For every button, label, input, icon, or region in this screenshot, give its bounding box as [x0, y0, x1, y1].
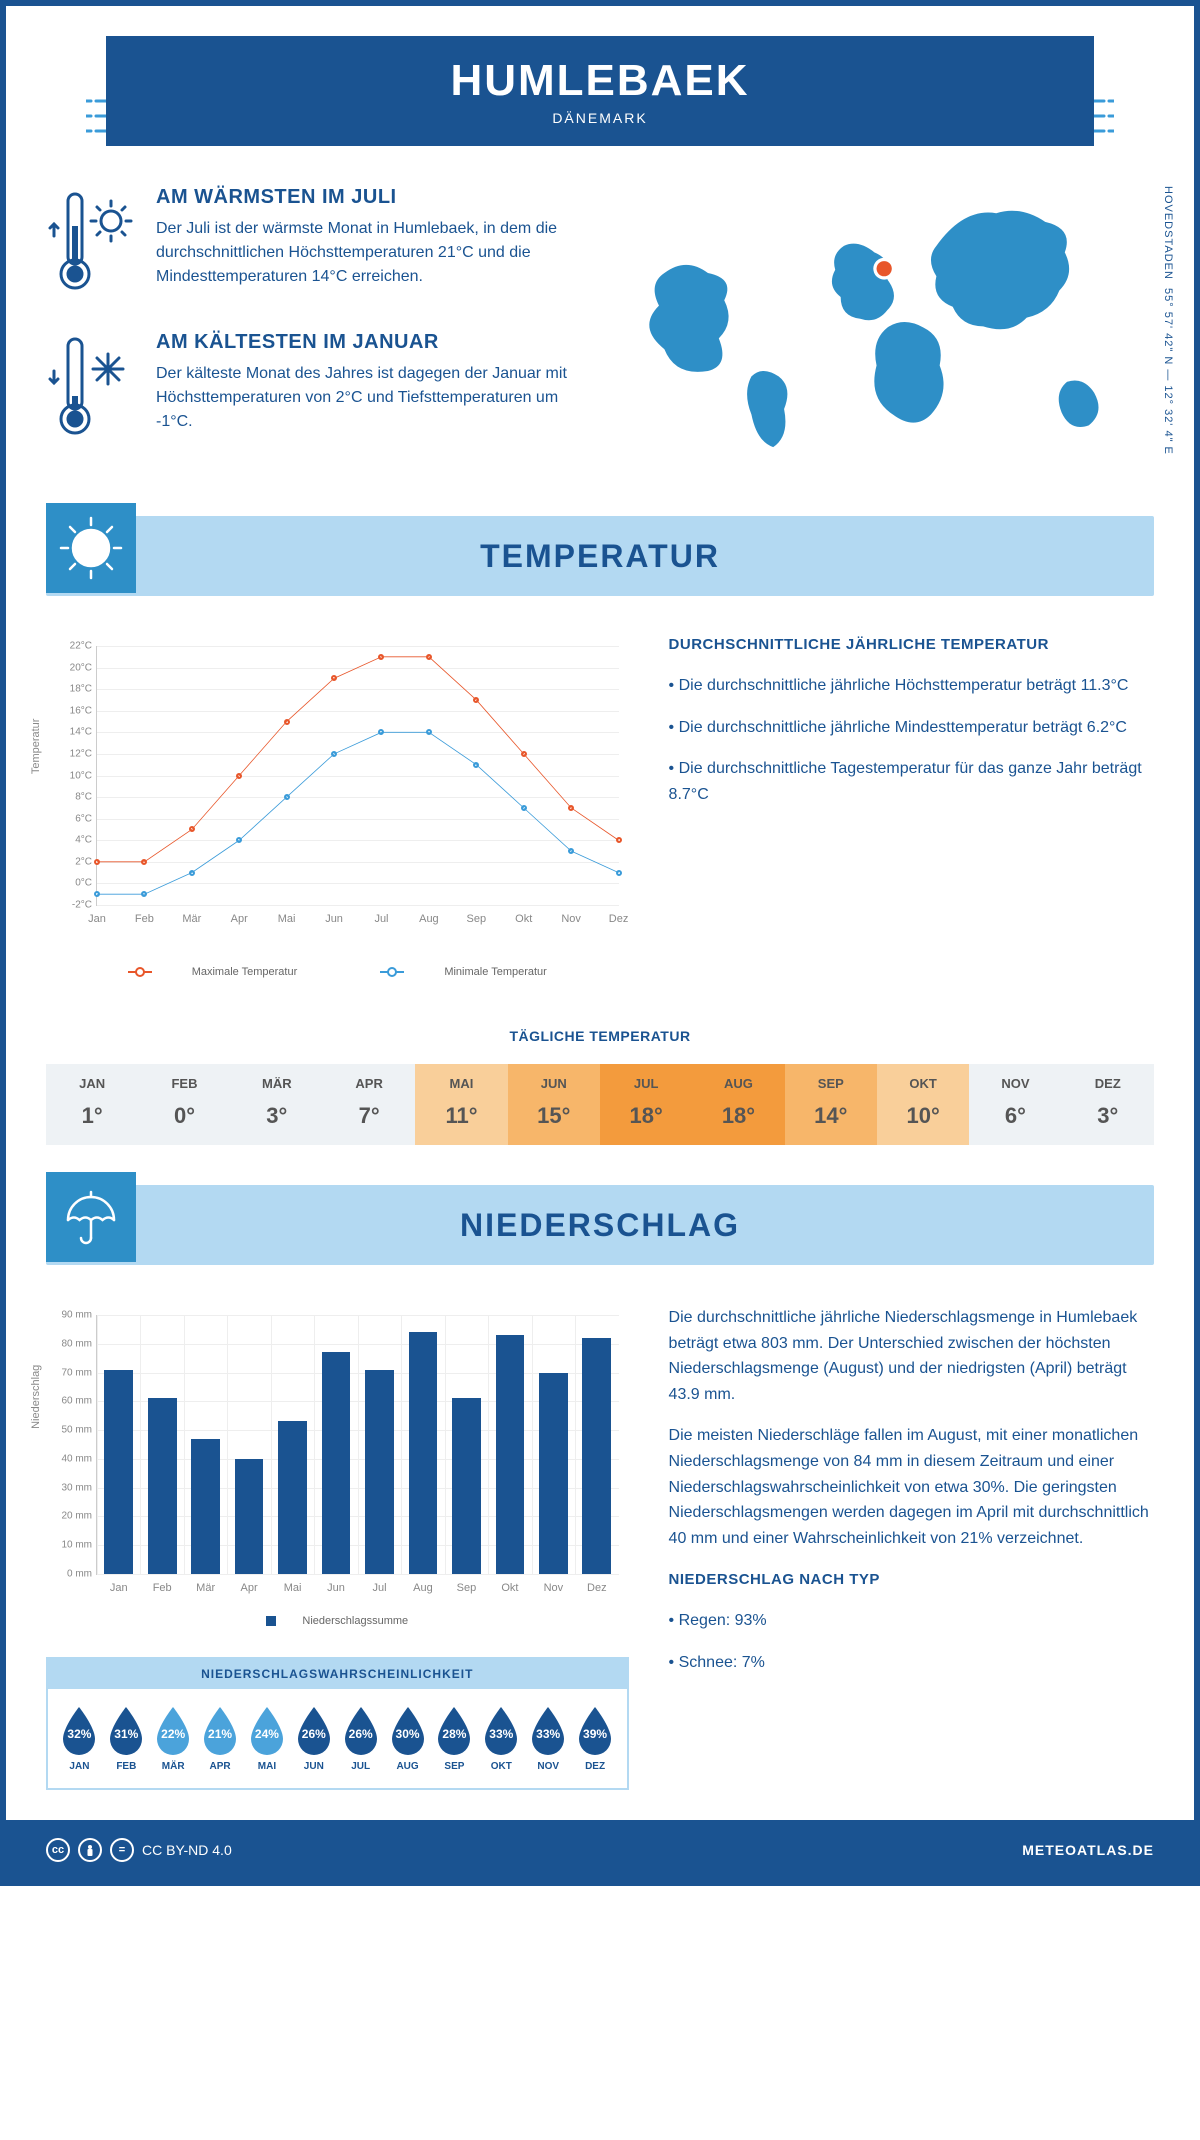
site-name: METEOATLAS.DE: [1022, 1842, 1154, 1858]
temp-bullet: • Die durchschnittliche Tagestemperatur …: [669, 756, 1154, 807]
temperature-banner: TEMPERATUR: [46, 516, 1154, 596]
precip-type-title: NIEDERSCHLAG NACH TYP: [669, 1571, 1154, 1588]
warmest-block: AM WÄRMSTEN IM JULI Der Juli ist der wär…: [46, 186, 590, 301]
warmest-title: AM WÄRMSTEN IM JULI: [156, 186, 590, 209]
coldest-title: AM KÄLTESTEN IM JANUAR: [156, 331, 590, 354]
daily-temp-title: TÄGLICHE TEMPERATUR: [46, 1028, 1154, 1044]
section-title: NIEDERSCHLAG: [136, 1207, 1064, 1244]
sun-icon: [46, 503, 136, 593]
precip-type: • Regen: 93%: [669, 1608, 1154, 1634]
temp-text-title: DURCHSCHNITTLICHE JÄHRLICHE TEMPERATUR: [669, 636, 1154, 653]
by-icon: [78, 1838, 102, 1862]
umbrella-icon: [46, 1172, 136, 1262]
thermometer-hot-icon: [46, 186, 136, 301]
country-name: DÄNEMARK: [106, 110, 1094, 126]
temp-bullet: • Die durchschnittliche jährliche Höchst…: [669, 673, 1154, 699]
city-name: HUMLEBAEK: [106, 56, 1094, 106]
header: HUMLEBAEK DÄNEMARK: [46, 36, 1154, 146]
temperature-line-chart: Temperatur -2°C0°C2°C4°C6°C8°C10°C12°C14…: [46, 636, 629, 956]
coldest-block: AM KÄLTESTEN IM JANUAR Der kälteste Mona…: [46, 331, 590, 446]
license-text: CC BY-ND 4.0: [142, 1842, 232, 1858]
chart-legend: Niederschlagssumme: [46, 1615, 629, 1627]
precipitation-bar-chart: Niederschlag 0 mm10 mm20 mm30 mm40 mm50 …: [46, 1305, 629, 1605]
section-title: TEMPERATUR: [136, 538, 1064, 575]
temp-bullet: • Die durchschnittliche jährliche Mindes…: [669, 715, 1154, 741]
precip-type: • Schnee: 7%: [669, 1650, 1154, 1676]
coordinates: HOVEDSTADEN 55° 57' 42" N — 12° 32' 4" E: [1162, 186, 1174, 455]
warmest-body: Der Juli ist der wärmste Monat in Humleb…: [156, 217, 590, 289]
precipitation-banner: NIEDERSCHLAG: [46, 1185, 1154, 1265]
chart-legend: Maximale Temperatur Minimale Temperatur: [46, 966, 629, 978]
precipitation-probability: NIEDERSCHLAGSWAHRSCHEINLICHKEIT 32%JAN31…: [46, 1657, 629, 1790]
world-map: HOVEDSTADEN 55° 57' 42" N — 12° 32' 4" E: [610, 186, 1154, 476]
nd-icon: =: [110, 1838, 134, 1862]
precip-paragraph: Die meisten Niederschläge fallen im Augu…: [669, 1423, 1154, 1551]
daily-temp-strip: JAN1°FEB0°MÄR3°APR7°MAI11°JUN15°JUL18°AU…: [46, 1064, 1154, 1145]
thermometer-cold-icon: [46, 331, 136, 446]
coldest-body: Der kälteste Monat des Jahres ist dagege…: [156, 362, 590, 434]
footer: cc = CC BY-ND 4.0 METEOATLAS.DE: [6, 1820, 1194, 1880]
cc-icon: cc: [46, 1838, 70, 1862]
precip-paragraph: Die durchschnittliche jährliche Niedersc…: [669, 1305, 1154, 1407]
